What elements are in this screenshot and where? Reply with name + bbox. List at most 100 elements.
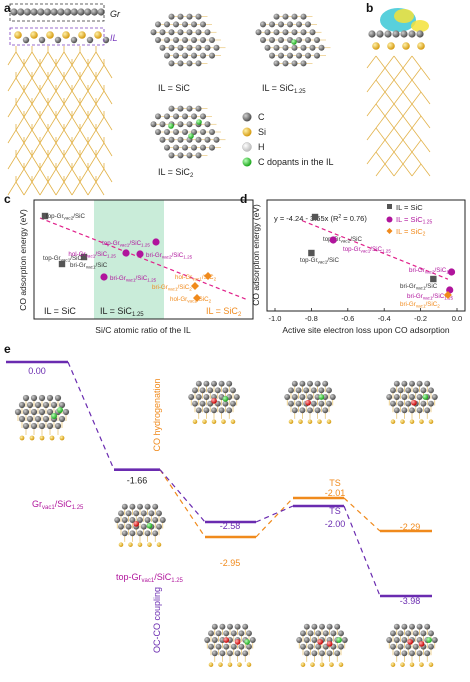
graphene-c-atom: [416, 30, 424, 38]
graphene-c-atom: [43, 8, 52, 16]
c-dopant-atom: [318, 394, 325, 400]
structure-top-adsorbed: [114, 503, 166, 547]
region-label-sic: IL = SiC: [44, 306, 76, 316]
graphene-c-atom: [408, 30, 416, 38]
x-tick-label: -0.4: [378, 314, 391, 323]
energy-value: -2.95: [220, 558, 241, 568]
data-label: top-Grvac1/SiC: [300, 257, 339, 265]
fit-line: [302, 220, 449, 280]
data-point: [122, 249, 130, 257]
start-structure-label: Grvac1/SiC1.25: [32, 499, 84, 511]
legend-sic125-label: IL = SiC1.25: [396, 215, 433, 226]
oxygen-atom: [326, 640, 333, 647]
legend-sic-marker: [387, 204, 392, 209]
data-label: bri-Grvac1/SiC: [400, 283, 438, 291]
legend-sic2-marker: [386, 228, 393, 234]
c-dopant-atom: [146, 522, 153, 529]
plot-frame: [266, 199, 466, 312]
region-label-sic2: IL = SiC2: [206, 306, 242, 318]
structure-hyd-intermediate: [188, 380, 240, 424]
c-dopant-atom: [422, 394, 429, 400]
data-point: [193, 294, 201, 302]
data-point: [447, 268, 456, 276]
energy-value: -2.29: [400, 522, 421, 532]
data-label: top-Grvac1/SiC1.25: [102, 240, 150, 248]
oxygen-atom: [234, 639, 241, 645]
data-point: [136, 250, 144, 258]
graphene-c-atom: [57, 8, 65, 16]
top-structure-label: top-Grvac1/SiC1.25: [116, 572, 184, 584]
energy-value: -2.00: [325, 519, 346, 529]
graphene-c-atom: [77, 8, 85, 16]
graphene-c-atom: [10, 8, 18, 16]
legend-dopant-label: C dopants in the IL: [258, 157, 334, 167]
graphene-c-atom: [64, 8, 72, 16]
oxygen-atom: [305, 399, 311, 406]
data-label: bri-Grvac2/SiC1.25: [409, 267, 456, 275]
legend-si-atom-icon: [242, 127, 252, 137]
data-label: hol-Grvac1/SiC2: [175, 274, 217, 282]
il-c-atom: [86, 36, 94, 44]
graphene-c-atom: [392, 30, 400, 38]
data-point: [100, 273, 108, 281]
energy-value: -3.98: [400, 596, 421, 606]
data-point: [430, 275, 437, 283]
c-dopant-atom: [51, 413, 57, 419]
structure-hyd-ts: [284, 380, 336, 424]
x-tick-label: -0.6: [341, 314, 354, 323]
oc-co-coupling-label: OC-CO coupling: [152, 587, 162, 653]
plot-frame: [33, 199, 254, 320]
legend-c-atom-icon: [242, 112, 252, 122]
data-label: hol-Grvac1/SiC1.25: [68, 251, 116, 259]
il-si-atom: [372, 42, 380, 50]
c-dopant-atom: [188, 133, 194, 139]
il-si-atom: [417, 42, 425, 50]
data-label: top-Grvac1/SiC1.25: [343, 246, 391, 254]
panel-b-charge-density: [366, 8, 431, 177]
structure-hyd-final: [386, 380, 438, 424]
panel-a-side-view: Gr IL: [7, 3, 121, 196]
graphene-c-atom: [90, 8, 98, 16]
top-view-sic2: [150, 105, 226, 159]
charge-accumulation-lobe: [394, 9, 414, 23]
charge-accumulation-lobe: [411, 20, 429, 32]
il-c-atom: [38, 36, 46, 44]
panel-label-c: c: [4, 192, 11, 206]
il-si-atom: [387, 42, 395, 50]
co-hydrogenation-label: CO hydrogenation: [152, 378, 162, 451]
data-label: bri-Grvac1/SiC2: [152, 284, 192, 292]
panel-d-chart: y = -4.24 - 3.65x (R2 = 0.76) IL = SiC I…: [251, 199, 466, 335]
region-label-sic125: IL = SiC1.25: [100, 306, 144, 318]
c-dopant-atom: [196, 119, 202, 125]
il-c-atom: [54, 36, 62, 44]
legend-sic-label: IL = SiC: [396, 203, 423, 212]
x-axis-label: Active site electron loss upon CO adsorp…: [282, 325, 450, 335]
c-dopant-atom: [244, 639, 250, 645]
data-label: bri-Grvac1/SiC2: [400, 301, 440, 309]
c-dopant-atom: [291, 39, 297, 45]
legend-c-label: C: [258, 112, 265, 122]
ts-hydrogenation-label: TS: [329, 478, 341, 488]
oxygen-atom: [211, 397, 217, 404]
graphene-c-atom: [368, 30, 376, 38]
il-si-atom: [46, 31, 54, 39]
energy-value: -2.01: [325, 488, 346, 498]
data-label: top-Grvac1/SiC: [43, 255, 82, 263]
c-dopant-atom: [426, 637, 432, 643]
il-si-atom: [62, 31, 70, 39]
il-si-atom: [402, 42, 410, 50]
oxygen-atom: [317, 639, 323, 645]
il-si-atom: [94, 31, 102, 39]
structure-cpl-intermediate: [204, 623, 256, 667]
data-point: [58, 260, 66, 268]
il-label: IL: [110, 33, 118, 43]
il-c-atom: [70, 36, 78, 44]
panel-e-energy-diagram: 0.00-1.66-2.58-2.95-2.01-2.00 -2.29-3.98 …: [6, 360, 438, 667]
oxygen-atom: [407, 639, 413, 645]
path-connector: [159, 469, 206, 523]
caption-sic: IL = SiC: [158, 83, 190, 93]
graphene-c-atom: [376, 30, 384, 38]
legend-dopant-atom-icon: [242, 157, 252, 167]
caption-sic2: IL = SiC2: [158, 167, 194, 179]
